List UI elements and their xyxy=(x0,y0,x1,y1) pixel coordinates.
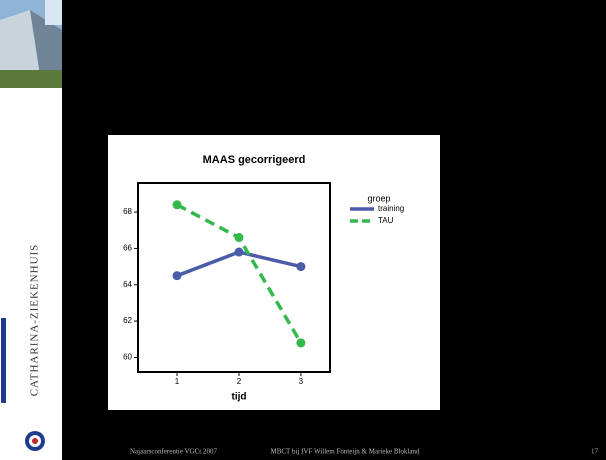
legend-title: groep xyxy=(367,193,390,203)
sidebar-accent xyxy=(1,318,6,403)
x-tick-label: 2 xyxy=(237,377,242,386)
chart-title: MAAS gecorrigeerd xyxy=(203,154,306,166)
y-tick-label: 68 xyxy=(123,207,132,216)
legend-label: TAU xyxy=(378,216,394,225)
x-axis-label: tijd xyxy=(232,392,247,403)
y-tick-label: 62 xyxy=(123,316,132,325)
page-number: 17 xyxy=(591,448,599,456)
logo xyxy=(25,431,45,451)
sidebar xyxy=(0,88,62,460)
sidebar-text: CATHARINA-ZIEKENHUIS xyxy=(29,244,41,397)
point xyxy=(172,271,182,281)
y-tick-label: 60 xyxy=(123,353,132,362)
point xyxy=(234,247,244,257)
photo xyxy=(0,0,62,88)
point xyxy=(172,200,182,210)
footer-center: MBCT bij IVF Willem Fonteijn & Marieke B… xyxy=(271,448,420,456)
footer-left: Najaarsconferentie VGCt 2007 xyxy=(130,448,217,456)
y-tick-label: 64 xyxy=(123,280,132,289)
point xyxy=(296,338,306,348)
x-tick-label: 3 xyxy=(299,377,304,386)
legend-label: training xyxy=(378,204,404,213)
point xyxy=(234,233,244,243)
x-tick-label: 1 xyxy=(175,377,180,386)
plot-frame xyxy=(137,182,331,373)
point xyxy=(296,262,306,272)
y-tick-label: 66 xyxy=(123,244,132,253)
chart-panel xyxy=(108,135,440,410)
